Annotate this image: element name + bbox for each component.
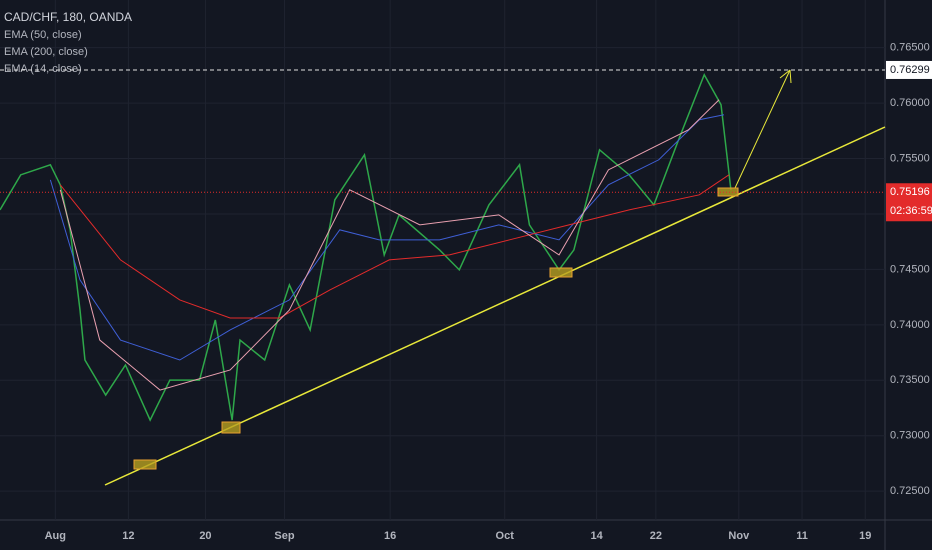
last-price-box: [886, 183, 932, 222]
x-tick-label: Aug: [45, 530, 66, 542]
last-price-label: 0.75196: [890, 186, 930, 198]
x-tick-label: Sep: [274, 530, 294, 542]
y-tick-label: 0.74000: [890, 319, 930, 331]
price-label: 0.76299: [890, 64, 930, 76]
x-tick-label: 12: [122, 530, 134, 542]
x-tick-label: 19: [859, 530, 871, 542]
y-tick-label: 0.74500: [890, 263, 930, 275]
x-tick-label: 22: [650, 530, 662, 542]
grid: [0, 0, 885, 520]
y-tick-label: 0.76000: [890, 97, 930, 109]
touch-box: [221, 421, 241, 434]
x-tick-label: 20: [199, 530, 211, 542]
x-tick-label: 16: [384, 530, 396, 542]
series-line: [59, 99, 720, 391]
x-tick-label: Oct: [496, 530, 515, 542]
legend-entry: EMA (200, close): [4, 46, 88, 58]
arrow-head: [779, 69, 792, 84]
x-tick-label: 11: [796, 530, 808, 542]
series-line: [49, 114, 725, 361]
y-tick-label: 0.73500: [890, 374, 930, 386]
legend: CAD/CHF, 180, OANDA EMA (50, close) EMA (…: [4, 10, 132, 75]
price-label-box: [886, 60, 932, 79]
countdown-label: 02:36:59: [890, 205, 932, 217]
series-line: [0, 72, 732, 422]
y-tick-label: 0.73000: [890, 430, 930, 442]
series-line: [59, 174, 730, 319]
legend-entry: EMA (50, close): [4, 29, 82, 41]
x-tick-label: 14: [590, 530, 603, 542]
x-tick-label: Nov: [728, 530, 750, 542]
arrow-line: [734, 69, 791, 189]
y-tick-label: 0.75500: [890, 152, 930, 164]
touch-box: [549, 267, 573, 278]
y-tick-label: 0.72500: [890, 485, 930, 497]
chart-title: CAD/CHF, 180, OANDA: [4, 10, 132, 24]
series: [0, 72, 732, 422]
touch-box: [133, 459, 157, 470]
legend-entry: EMA (14, close): [4, 63, 82, 75]
y-tick-label: 0.76500: [890, 42, 930, 54]
